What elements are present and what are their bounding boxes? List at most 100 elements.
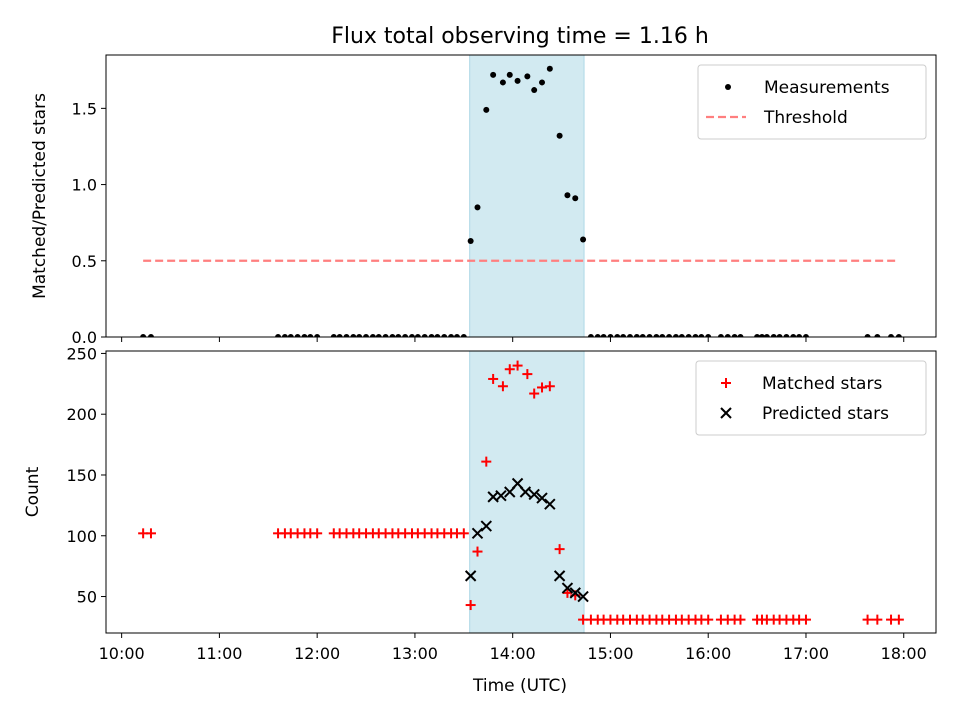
predicted-star-point [495,489,507,502]
measurement-point [888,334,895,337]
measurement-point [705,334,712,337]
measurement-point [281,334,288,337]
matched-star-point [735,614,746,625]
measurement-point [350,334,357,337]
matched-star-point [537,382,548,393]
x-tick-label: 17:00 [783,644,829,663]
measurement-point [672,334,679,337]
measurement-point [692,334,699,337]
top-y-tick-label: 0.5 [72,252,97,271]
matched-star-point [703,614,714,625]
measurement-point [802,334,809,337]
measurement-point [147,334,154,337]
measurement-point [524,73,531,80]
measurement-point [460,334,467,337]
measurement-point [467,237,474,244]
legend-label: Measurements [764,78,890,98]
measurement-point [776,334,783,337]
measurement-point [294,334,301,337]
legend-label: Matched stars [762,374,882,394]
legend-label: Predicted stars [762,404,889,424]
measurement-point [490,71,497,78]
measurement-point [594,334,601,337]
chart-title: Flux total observing time = 1.16 h [331,24,709,49]
measurement-point [414,334,421,337]
bottom-panel: 50 100 150 200 250 Count 10:00 11:00 12:00 13:00 1… [23,344,937,663]
matched-star-point [512,360,523,371]
measurement-point [307,334,314,337]
top-y-tick-label: 0.0 [72,328,97,347]
bottom-y-tick-label: 100 [66,527,97,546]
measurement-point [666,334,673,337]
measurement-point [531,87,538,94]
measurement-point [633,334,640,337]
measurement-point [678,334,685,337]
predicted-star-point [528,488,540,501]
measurement-point [587,334,594,337]
measurement-point [770,334,777,337]
measurement-point [539,79,546,86]
measurement-point [375,334,382,337]
measurement-point [421,334,428,337]
measurement-point [600,334,607,337]
top-plot-area [140,55,902,337]
matched-star-point [312,528,323,539]
measurement-point [614,334,621,337]
measurement-point [754,334,761,337]
measurement-point [653,334,660,337]
measurement-point [474,204,481,211]
measurement-point [363,334,370,337]
measurement-point [620,334,627,337]
measurement-point [731,334,738,337]
measurement-point [895,334,902,337]
matched-star-point [481,456,492,467]
measurement-point [514,77,521,84]
x-tick-label: 13:00 [392,644,438,663]
matched-star-point [472,546,483,557]
measurement-point [453,334,460,337]
measurement-point [434,334,441,337]
measurement-point [864,334,871,337]
measurement-point [659,334,666,337]
bottom-axes-frame [105,350,937,634]
matched-star-point [872,614,883,625]
measurement-point [737,334,744,337]
measurement-point [546,65,553,72]
measurement-point [763,334,770,337]
measurement-point [874,334,881,337]
matched-star-point [562,587,573,598]
predicted-star-point [471,527,484,540]
measurement-point [572,195,579,202]
matched-star-point [488,373,499,384]
measurement-point [506,71,513,78]
bottom-y-tick-label: 200 [66,405,97,424]
legend-plus-marker [721,378,731,388]
matched-star-point [522,369,533,380]
measurement-point [336,334,343,337]
top-y-tick-label: 1.0 [72,176,97,195]
measurement-point [796,334,803,337]
measurement-point [301,334,308,337]
measurement-point [607,334,614,337]
measurement-point [646,334,653,337]
bottom-y-tick-label: 150 [66,466,97,485]
measurement-point [639,334,646,337]
x-tick-label: 12:00 [294,644,340,663]
bottom-y-axis-label: Count [23,466,43,517]
bottom-y-tick-label: 50 [77,588,97,607]
top-axes-frame [105,54,937,338]
measurement-point [356,334,363,337]
measurement-point [564,192,571,199]
x-tick-label: 11:00 [196,644,242,663]
matched-star-point [504,364,515,375]
measurement-point [483,106,490,113]
predicted-star-point [577,590,589,603]
matched-star-point [458,528,469,539]
legend-box [695,360,927,436]
measurement-point [140,334,147,337]
measurement-point [499,79,506,86]
measurement-point [448,334,455,337]
x-axis-label: Time (UTC) [472,676,567,696]
matched-star-point [529,388,540,399]
